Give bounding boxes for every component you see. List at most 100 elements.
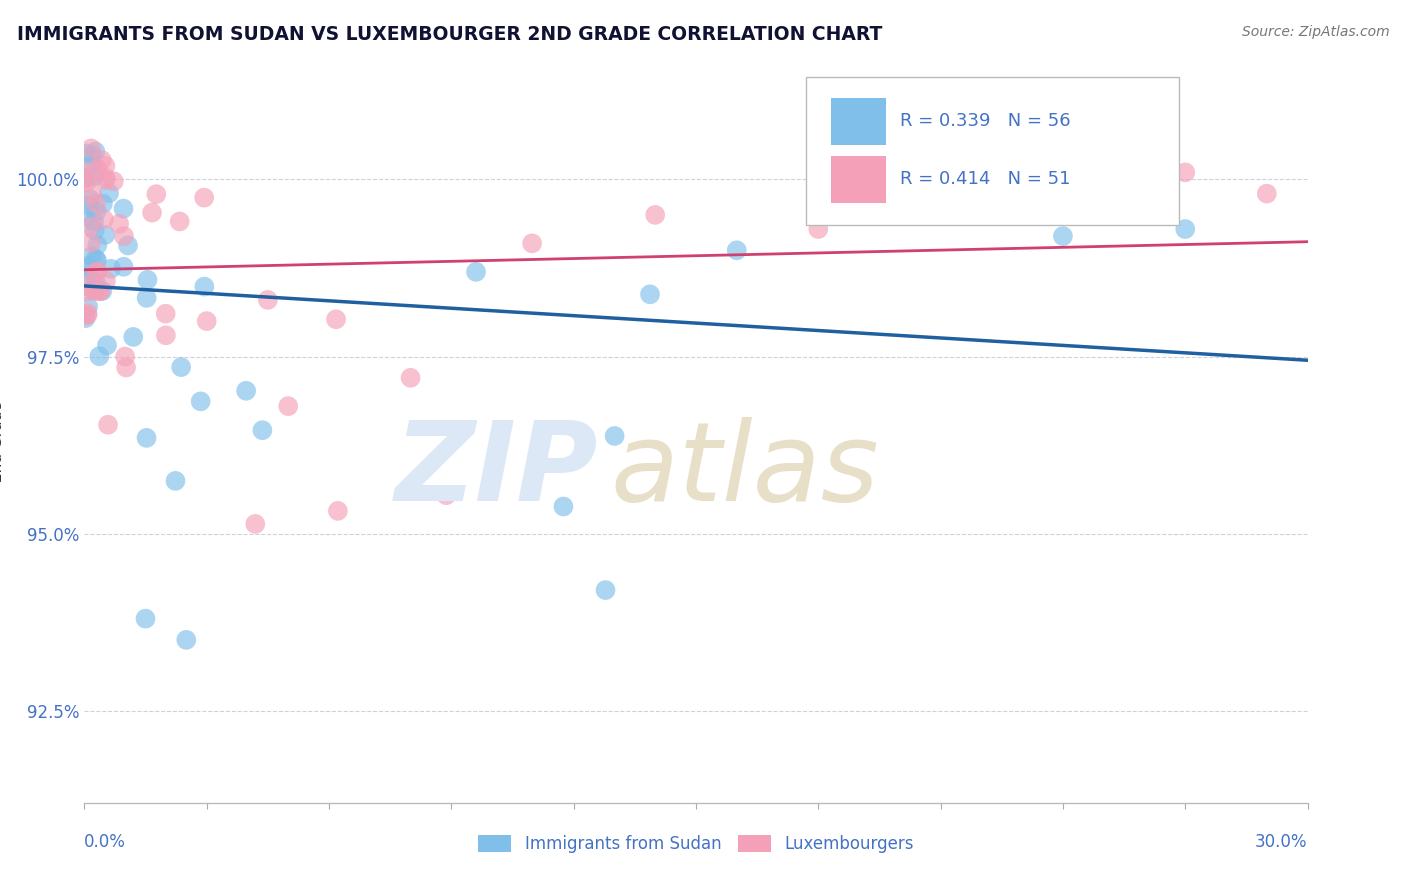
Point [1052,229,1074,244]
FancyBboxPatch shape [806,77,1180,225]
Point [76,308,98,322]
Point [252,423,274,437]
Text: R = 0.414   N = 51: R = 0.414 N = 51 [900,170,1071,188]
Point [79,270,101,285]
Point [135,291,157,305]
Point [100,261,122,276]
Point [76,306,98,320]
Point [91,284,114,298]
Point [112,260,135,274]
Point [75,308,97,322]
Point [165,474,187,488]
Point [98,186,121,201]
Point [86,253,108,268]
Point [889,208,911,222]
Point [76,146,98,161]
Point [155,328,177,343]
Point [75,261,97,276]
Point [82,157,104,171]
Point [277,399,299,413]
Point [638,287,661,301]
Point [84,252,107,266]
Text: 30.0%: 30.0% [1256,833,1308,851]
Point [77,300,100,314]
Point [1174,222,1197,236]
Point [595,583,617,598]
Point [603,429,626,443]
Point [112,229,135,244]
Point [86,264,108,278]
Y-axis label: 2nd Grade: 2nd Grade [0,401,6,482]
Point [83,215,105,229]
Point [89,349,111,363]
Point [114,350,136,364]
Point [193,279,215,293]
Point [86,238,108,252]
Point [434,488,457,502]
Point [80,149,103,163]
Point [465,265,488,279]
Point [96,338,118,352]
Point [75,210,97,224]
Point [80,235,103,250]
Bar [831,156,886,203]
Point [79,192,101,206]
Point [94,274,117,288]
Point [94,159,117,173]
Bar [831,98,886,145]
Point [257,293,280,307]
Point [1052,158,1074,172]
Point [77,199,100,213]
Point [89,284,111,298]
Point [1174,165,1197,179]
Point [75,171,97,186]
Point [193,191,215,205]
Point [174,632,197,647]
Point [86,204,108,219]
Point [115,360,138,375]
Point [195,314,218,328]
Point [84,145,107,159]
Point [235,384,257,398]
Point [553,500,575,514]
Point [84,169,107,184]
Text: ZIP: ZIP [395,417,598,524]
Text: IMMIGRANTS FROM SUDAN VS LUXEMBOURGER 2ND GRADE CORRELATION CHART: IMMIGRANTS FROM SUDAN VS LUXEMBOURGER 2N… [17,25,882,44]
Point [84,196,107,211]
Point [103,174,125,188]
Point [108,217,131,231]
Point [725,244,748,258]
Point [93,212,115,227]
Point [84,266,107,280]
Point [135,431,157,445]
Point [83,285,105,299]
Point [79,219,101,234]
Point [1256,186,1278,201]
Point [84,275,107,289]
Point [80,249,103,263]
Point [122,330,145,344]
Point [83,283,105,297]
Point [145,187,167,202]
Text: 0.0%: 0.0% [84,833,127,851]
Point [80,141,103,155]
Point [245,516,267,531]
Text: Source: ZipAtlas.com: Source: ZipAtlas.com [1241,25,1389,39]
Point [75,279,97,293]
Point [135,612,157,626]
Point [91,196,114,211]
Point [89,284,111,298]
Point [169,214,191,228]
Point [325,312,347,326]
Point [75,285,97,299]
Point [117,238,139,252]
Point [80,186,103,201]
Point [75,164,97,178]
Point [170,360,193,375]
Point [190,394,212,409]
Point [83,224,105,238]
Point [94,171,117,186]
Point [326,504,349,518]
Point [75,171,97,186]
Point [86,162,108,177]
